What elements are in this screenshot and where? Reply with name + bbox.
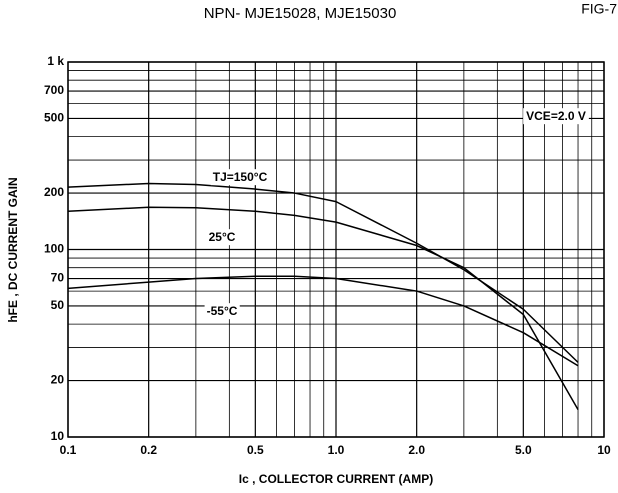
label-background: [523, 108, 589, 125]
series-label: TJ=150°C: [213, 170, 268, 184]
plot-frame: [67, 61, 605, 438]
curve: [67, 206, 579, 410]
y-tick-label: 1 k: [47, 54, 64, 68]
x-axis-label: Ic , COLLECTOR CURRENT (AMP): [239, 472, 433, 486]
y-tick-label: 20: [51, 373, 65, 387]
y-tick-label: 70: [51, 271, 65, 285]
y-tick-label: 100: [44, 242, 64, 256]
x-tick-label: 10: [597, 443, 611, 457]
label-background: [206, 229, 238, 246]
label-background: [204, 303, 240, 320]
y-tick-label: 50: [51, 298, 65, 312]
x-tick-label: 1.0: [328, 443, 345, 457]
curve: [67, 182, 579, 363]
annotation: VCE=2.0 V: [526, 109, 586, 123]
x-tick-label: 2.0: [408, 443, 425, 457]
chart-title: NPN- MJE15028, MJE15030: [204, 5, 397, 22]
x-tick-label: 0.2: [140, 443, 157, 457]
series-label: 25°C: [209, 230, 236, 244]
x-tick-label: 0.1: [60, 443, 77, 457]
series-label: -55°C: [207, 304, 238, 318]
y-tick-label: 500: [44, 111, 64, 125]
x-tick-label: 0.5: [247, 443, 264, 457]
y-tick-label: 200: [44, 185, 64, 199]
y-tick-label: 10: [51, 429, 65, 443]
y-tick-label: 700: [44, 83, 64, 97]
curve: [67, 275, 579, 367]
x-tick-label: 5.0: [515, 443, 532, 457]
figure-label: FIG-7: [581, 1, 617, 17]
label-background: [210, 169, 270, 186]
y-axis-label: hFE , DC CURRENT GAIN: [6, 177, 20, 322]
